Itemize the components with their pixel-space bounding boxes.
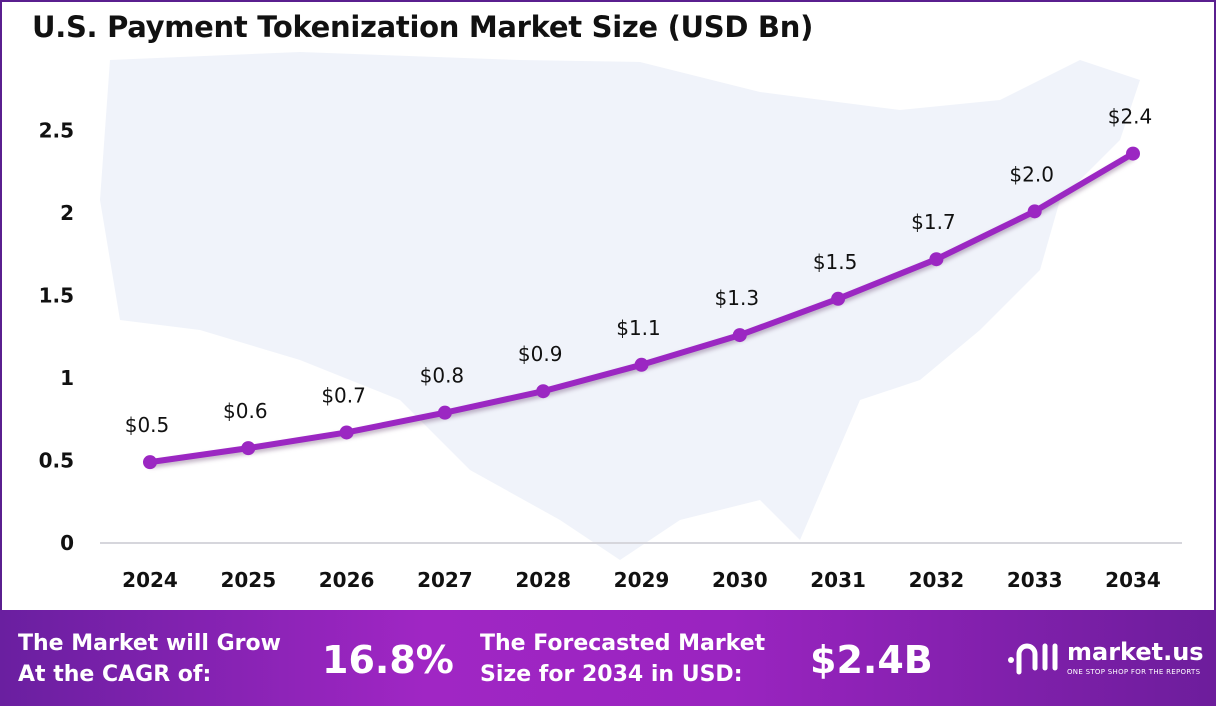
x-tick-label: 2029 bbox=[614, 568, 670, 592]
data-point bbox=[1027, 204, 1042, 219]
y-tick-label: 2.5 bbox=[39, 119, 74, 143]
data-label: $1.7 bbox=[911, 210, 956, 234]
cagr-label-line1: The Market will Grow bbox=[18, 631, 281, 656]
data-label: $1.5 bbox=[813, 250, 858, 274]
data-point bbox=[1126, 146, 1140, 161]
y-tick-label: 0.5 bbox=[39, 449, 74, 473]
y-tick-label: 0 bbox=[60, 531, 74, 555]
x-tick-label: 2026 bbox=[319, 568, 375, 592]
data-label: $1.3 bbox=[715, 286, 760, 310]
forecast-label-line2: Size for 2034 in USD: bbox=[480, 662, 743, 687]
data-point bbox=[241, 441, 256, 456]
data-label: $1.1 bbox=[616, 316, 661, 340]
data-point bbox=[536, 384, 551, 399]
data-point bbox=[143, 455, 157, 470]
data-label: $0.5 bbox=[125, 413, 170, 437]
x-tick-label: 2030 bbox=[712, 568, 768, 592]
data-point bbox=[339, 425, 354, 440]
data-label: $0.8 bbox=[420, 364, 465, 388]
cagr-label-line2: At the CAGR of: bbox=[18, 662, 212, 687]
x-tick-label: 2032 bbox=[909, 568, 965, 592]
brand-logo: market.us ONE STOP SHOP FOR THE REPORTS bbox=[1005, 638, 1204, 682]
data-point bbox=[437, 405, 452, 420]
x-tick-label: 2031 bbox=[810, 568, 866, 592]
data-label: $2.0 bbox=[1009, 162, 1054, 186]
y-tick-label: 2 bbox=[60, 201, 74, 225]
x-tick-label: 2025 bbox=[220, 568, 276, 592]
y-tick-label: 1 bbox=[60, 366, 74, 390]
summary-banner: The Market will Grow At the CAGR of: 16.8… bbox=[0, 610, 1216, 706]
x-tick-label: 2027 bbox=[417, 568, 473, 592]
brand-tagline: ONE STOP SHOP FOR THE REPORTS bbox=[1067, 668, 1201, 676]
cagr-label: The Market will Grow At the CAGR of: bbox=[18, 628, 281, 690]
data-label: $0.6 bbox=[223, 399, 268, 423]
data-label: $0.7 bbox=[321, 383, 366, 407]
x-tick-label: 2033 bbox=[1007, 568, 1063, 592]
data-point bbox=[634, 357, 649, 372]
us-map-background bbox=[100, 52, 1140, 560]
x-tick-label: 2028 bbox=[515, 568, 571, 592]
line-chart: 0 0.5 1 1.5 2 2.5 2024 2025 2026 2027 2028 2029 203… bbox=[39, 52, 1182, 592]
x-tick-label: 2024 bbox=[122, 568, 178, 592]
data-point bbox=[732, 328, 747, 343]
x-tick-label: 2034 bbox=[1105, 568, 1161, 592]
cagr-value: 16.8% bbox=[322, 638, 454, 682]
data-point bbox=[929, 252, 944, 267]
forecast-label-line1: The Forecasted Market bbox=[480, 631, 766, 656]
brand-name: market.us bbox=[1067, 638, 1204, 666]
chart-title: U.S. Payment Tokenization Market Size (U… bbox=[32, 10, 814, 44]
forecast-label: The Forecasted Market Size for 2034 in US… bbox=[480, 628, 765, 690]
market-us-logo-icon bbox=[1008, 643, 1058, 675]
data-label: $0.9 bbox=[518, 342, 563, 366]
data-label: $2.4 bbox=[1108, 105, 1153, 129]
y-tick-label: 1.5 bbox=[39, 284, 74, 308]
data-point bbox=[831, 291, 846, 306]
forecast-value: $2.4B bbox=[810, 638, 933, 682]
